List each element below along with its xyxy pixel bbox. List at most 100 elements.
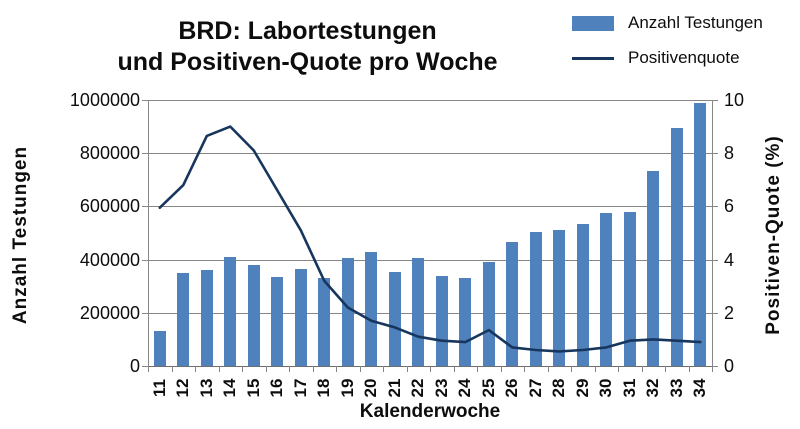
y-left-tick-label: 200000 bbox=[79, 302, 140, 323]
bar-week-15 bbox=[247, 264, 260, 366]
x-axis-tick bbox=[218, 366, 220, 372]
x-tick-label-week-14: 14 bbox=[220, 378, 240, 398]
x-axis-tick bbox=[195, 366, 196, 372]
y-right-tick-label: 8 bbox=[724, 143, 735, 164]
y-axis-line-right bbox=[712, 100, 713, 366]
x-tick-label-week-31: 31 bbox=[619, 378, 639, 398]
chart-title: BRD: Labortestungen und Positiven-Quote … bbox=[55, 16, 560, 78]
gridline bbox=[148, 100, 712, 101]
gridline bbox=[148, 206, 712, 208]
x-axis-tick bbox=[406, 366, 408, 372]
bar-week-13 bbox=[200, 270, 213, 366]
legend-label-positivenquote: Positivenquote bbox=[628, 48, 740, 67]
plot-area bbox=[148, 100, 712, 366]
axis-tick bbox=[142, 366, 148, 367]
y-left-tick-label: 400000 bbox=[79, 249, 140, 270]
bar-week-12 bbox=[177, 272, 190, 366]
x-tick-label-week-22: 22 bbox=[408, 378, 428, 398]
x-tick-label-week-27: 27 bbox=[525, 378, 545, 398]
x-tick-label-week-17: 17 bbox=[290, 378, 310, 398]
x-axis-tick bbox=[571, 366, 572, 372]
x-axis-tick bbox=[265, 366, 267, 372]
bar-week-25 bbox=[482, 262, 495, 366]
x-tick-label-week-16: 16 bbox=[267, 378, 287, 398]
x-tick-label-week-13: 13 bbox=[196, 378, 216, 398]
bar-week-22 bbox=[412, 258, 425, 366]
x-tick-label-week-34: 34 bbox=[690, 378, 710, 398]
x-tick-label-week-21: 21 bbox=[384, 378, 404, 398]
bar-week-24 bbox=[459, 278, 472, 366]
axis-tick bbox=[712, 366, 718, 367]
y-left-tick-label: 1000000 bbox=[69, 90, 140, 110]
x-axis-tick bbox=[618, 366, 619, 372]
x-axis-tick bbox=[477, 366, 478, 372]
y-right-tick-label: 10 bbox=[724, 90, 745, 110]
line-swatch-icon bbox=[572, 56, 614, 60]
x-axis-tick bbox=[383, 366, 384, 372]
bar-week-28 bbox=[553, 230, 566, 366]
y-left-tick-label: 0 bbox=[129, 356, 140, 376]
axis-tick bbox=[142, 206, 148, 208]
bar-week-33 bbox=[670, 127, 683, 366]
chart-title-line2: und Positiven-Quote pro Woche bbox=[117, 48, 498, 76]
x-axis-tick bbox=[148, 366, 149, 372]
bar-week-21 bbox=[388, 271, 401, 366]
x-axis-tick bbox=[430, 366, 431, 372]
legend-item-testungen: Anzahl Testungen bbox=[572, 12, 763, 34]
x-axis-tick bbox=[336, 366, 337, 372]
x-tick-label-week-24: 24 bbox=[455, 378, 475, 398]
bar-week-20 bbox=[365, 251, 378, 366]
axis-tick bbox=[712, 259, 718, 261]
x-axis-title: Kalenderwoche bbox=[359, 401, 501, 422]
x-tick-label-week-20: 20 bbox=[361, 378, 381, 398]
x-axis-tick bbox=[712, 366, 713, 372]
x-axis-tick bbox=[500, 366, 502, 372]
x-tick-label-week-11: 11 bbox=[149, 379, 169, 397]
axis-tick bbox=[142, 153, 148, 155]
x-axis-tick bbox=[641, 366, 643, 372]
bar-week-32 bbox=[647, 170, 660, 366]
x-axis-tick bbox=[242, 366, 243, 372]
bar-week-31 bbox=[623, 211, 636, 366]
y-right-tick-label: 4 bbox=[724, 249, 735, 270]
x-axis-tick bbox=[312, 366, 314, 372]
x-tick-label-week-18: 18 bbox=[314, 378, 334, 398]
x-axis-tick bbox=[547, 366, 549, 372]
x-tick-label-week-25: 25 bbox=[478, 378, 498, 398]
y-right-tick-label: 2 bbox=[724, 302, 735, 323]
bar-week-29 bbox=[576, 223, 589, 366]
legend-label-testungen: Anzahl Testungen bbox=[628, 13, 763, 32]
bar-week-17 bbox=[294, 268, 307, 366]
axis-tick bbox=[712, 312, 718, 314]
y-axis-line-left bbox=[148, 100, 149, 366]
y-left-tick-label: 800000 bbox=[79, 143, 140, 164]
axis-tick bbox=[142, 312, 148, 314]
bar-week-26 bbox=[506, 242, 519, 366]
positivenquote-line bbox=[158, 125, 702, 353]
bar-week-14 bbox=[224, 256, 237, 366]
y-right-tick-label: 0 bbox=[724, 356, 735, 376]
x-tick-label-week-23: 23 bbox=[431, 378, 451, 398]
bar-week-34 bbox=[694, 102, 707, 366]
bar-week-30 bbox=[600, 213, 613, 366]
axis-tick bbox=[142, 259, 148, 261]
x-tick-label-week-30: 30 bbox=[596, 378, 616, 398]
bar-week-19 bbox=[341, 258, 354, 366]
axis-tick bbox=[712, 153, 718, 155]
legend-item-positivenquote: Positivenquote bbox=[572, 47, 763, 69]
x-axis-tick bbox=[688, 366, 690, 372]
gridline bbox=[148, 153, 712, 155]
bar-week-16 bbox=[271, 276, 284, 366]
legend: Anzahl Testungen Positivenquote bbox=[572, 12, 763, 82]
chart-title-line1: BRD: Labortestungen bbox=[178, 17, 437, 45]
bar-week-18 bbox=[318, 278, 331, 366]
gridline bbox=[148, 259, 712, 261]
x-tick-label-week-19: 19 bbox=[337, 378, 357, 398]
x-axis-tick bbox=[594, 366, 596, 372]
y-right-tick-label: 6 bbox=[724, 196, 735, 217]
x-tick-label-week-32: 32 bbox=[643, 378, 663, 398]
x-axis-tick bbox=[289, 366, 290, 372]
y-left-tick-label: 600000 bbox=[79, 196, 140, 217]
gridline bbox=[148, 312, 712, 314]
